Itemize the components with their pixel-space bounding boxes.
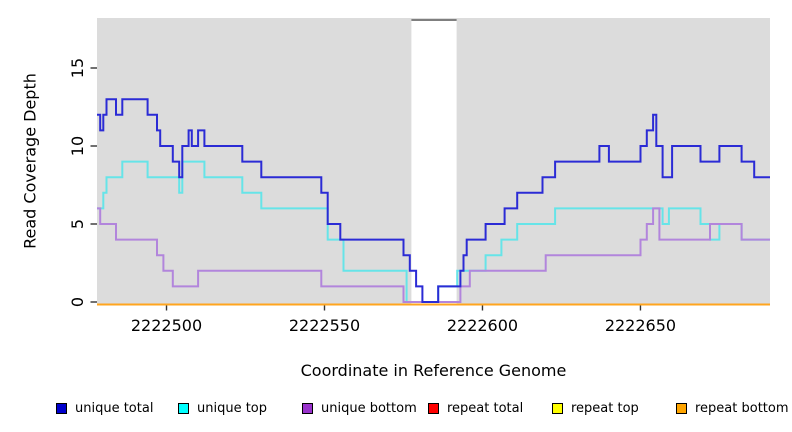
legend-swatch-repeat-bottom bbox=[676, 402, 687, 414]
legend-item-repeat-total: repeat total bbox=[428, 400, 523, 416]
legend-label: unique top bbox=[197, 400, 268, 416]
x-tick-label: 2222600 bbox=[447, 316, 518, 335]
x-tick-label: 2222650 bbox=[605, 316, 676, 335]
y-tick-label: 0 bbox=[68, 297, 87, 307]
coverage-gap-region bbox=[411, 21, 457, 304]
legend-item-repeat-bottom: repeat bottom bbox=[676, 400, 789, 416]
series-line-unique-total bbox=[97, 98, 770, 303]
legend-label: repeat bottom bbox=[695, 400, 789, 416]
legend-swatch-repeat-top bbox=[552, 402, 563, 414]
y-tick-label: 5 bbox=[68, 219, 87, 229]
legend-swatch-unique-bottom bbox=[302, 402, 313, 414]
y-axis-label: Read Coverage Depth bbox=[20, 73, 40, 249]
x-axis-label: Coordinate in Reference Genome bbox=[300, 361, 567, 380]
legend-label: unique bottom bbox=[321, 400, 417, 416]
legend-item-unique-top: unique top bbox=[178, 400, 267, 416]
legend-item-repeat-top: repeat top bbox=[552, 400, 639, 416]
legend-item-unique-bottom: unique bottom bbox=[302, 400, 417, 416]
x-tick-label: 2222550 bbox=[289, 316, 360, 335]
legend-swatch-unique-top bbox=[178, 402, 189, 414]
chart-svg: 2222500 2222550 2222600 2222650 0 5 10 15 bbox=[68, 18, 770, 335]
legend-item-unique-total: unique total bbox=[56, 400, 153, 416]
legend-swatch-unique-total bbox=[56, 402, 67, 414]
legend: unique total unique top unique bottom re… bbox=[0, 400, 792, 418]
legend-swatch-repeat-total bbox=[428, 402, 439, 414]
y-tick-label: 15 bbox=[68, 58, 87, 78]
legend-label: repeat top bbox=[571, 400, 639, 416]
y-tick-label: 10 bbox=[68, 136, 87, 156]
legend-label: unique total bbox=[75, 400, 154, 416]
legend-label: repeat total bbox=[447, 400, 524, 416]
x-tick-label: 2222500 bbox=[131, 316, 202, 335]
series-line-unique-bottom bbox=[97, 207, 770, 303]
